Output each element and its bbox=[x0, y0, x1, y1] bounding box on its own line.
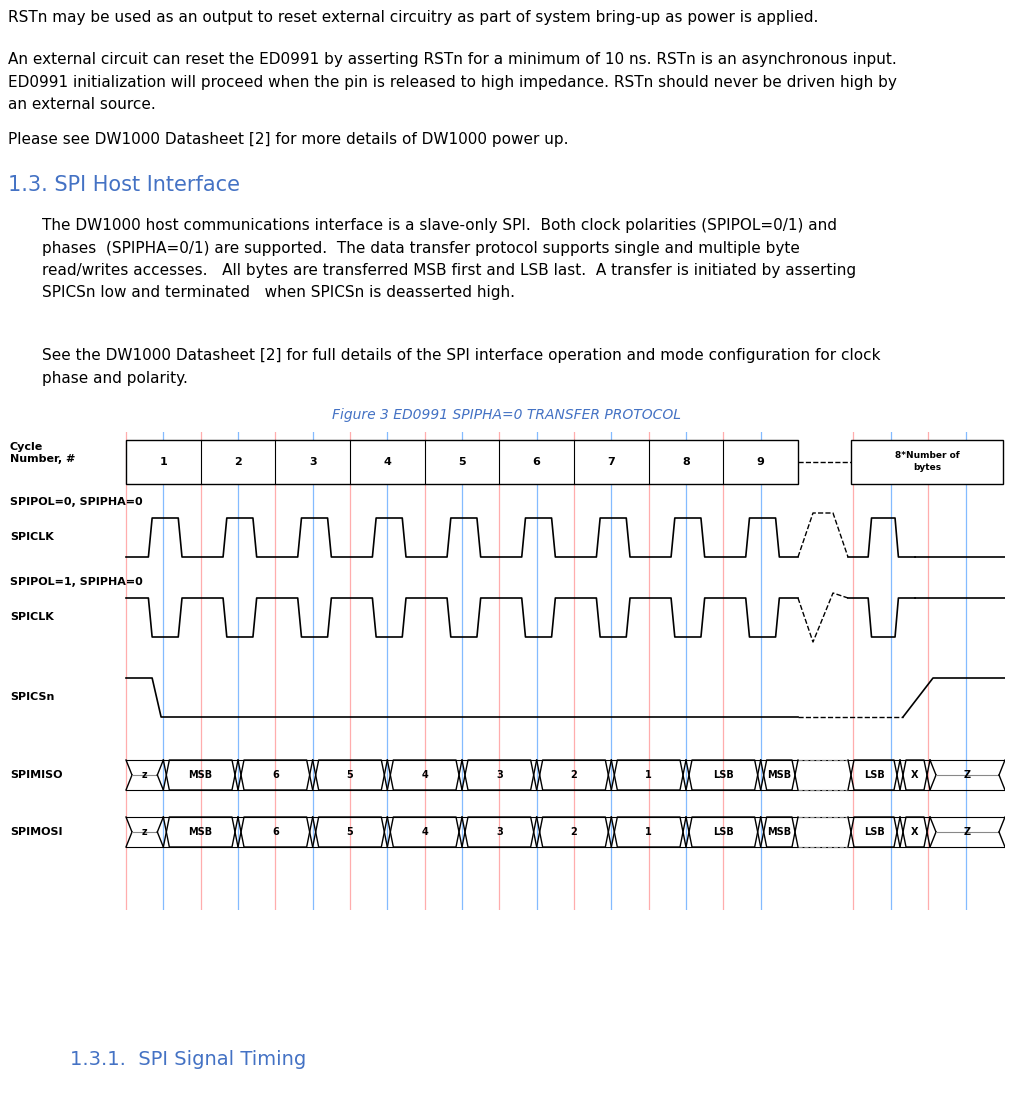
Text: SPIMOSI: SPIMOSI bbox=[10, 827, 63, 837]
Text: phases  (SPIPHA=0/1) are supported.  The data transfer protocol supports single : phases (SPIPHA=0/1) are supported. The d… bbox=[42, 241, 800, 255]
Text: z: z bbox=[142, 769, 148, 781]
Text: LSB: LSB bbox=[713, 827, 733, 837]
Text: SPICSn: SPICSn bbox=[10, 692, 55, 702]
Text: Z: Z bbox=[964, 827, 971, 837]
Text: MSB: MSB bbox=[767, 769, 791, 781]
Text: 8: 8 bbox=[682, 457, 690, 467]
Text: Z: Z bbox=[964, 769, 971, 781]
Text: SPIMISO: SPIMISO bbox=[10, 769, 63, 781]
Text: An external circuit can reset the ED0991 by asserting RSTn for a minimum of 10 n: An external circuit can reset the ED0991… bbox=[8, 52, 897, 67]
Text: 5: 5 bbox=[458, 457, 466, 467]
Text: 2: 2 bbox=[234, 457, 242, 467]
Text: phase and polarity.: phase and polarity. bbox=[42, 371, 187, 385]
Text: an external source.: an external source. bbox=[8, 97, 156, 112]
Text: SPICLK: SPICLK bbox=[10, 612, 54, 622]
Text: 9: 9 bbox=[757, 457, 765, 467]
Bar bbox=[126, 440, 798, 484]
Text: 3: 3 bbox=[496, 769, 502, 781]
Text: 2: 2 bbox=[570, 769, 577, 781]
Text: 3: 3 bbox=[496, 827, 502, 837]
Text: LSB: LSB bbox=[713, 769, 733, 781]
Text: 1.3.1.  SPI Signal Timing: 1.3.1. SPI Signal Timing bbox=[70, 1050, 306, 1069]
Text: 6: 6 bbox=[271, 769, 279, 781]
Text: RSTn may be used as an output to reset external circuitry as part of system brin: RSTn may be used as an output to reset e… bbox=[8, 10, 819, 25]
Text: See the DW1000 Datasheet [2] for full details of the SPI interface operation and: See the DW1000 Datasheet [2] for full de… bbox=[42, 348, 880, 363]
Text: 5: 5 bbox=[346, 769, 354, 781]
Text: The DW1000 host communications interface is a slave-only SPI.  Both clock polari: The DW1000 host communications interface… bbox=[42, 217, 837, 233]
Text: X: X bbox=[912, 769, 919, 781]
Text: 1: 1 bbox=[645, 769, 652, 781]
Text: Please see DW1000 Datasheet [2] for more details of DW1000 power up.: Please see DW1000 Datasheet [2] for more… bbox=[8, 132, 568, 147]
Text: MSB: MSB bbox=[188, 827, 213, 837]
Text: 6: 6 bbox=[533, 457, 541, 467]
Text: LSB: LSB bbox=[864, 827, 884, 837]
Text: 1.3. SPI Host Interface: 1.3. SPI Host Interface bbox=[8, 176, 240, 195]
Text: 3: 3 bbox=[309, 457, 316, 467]
Text: ED0991 initialization will proceed when the pin is released to high impedance. R: ED0991 initialization will proceed when … bbox=[8, 74, 897, 89]
Text: X: X bbox=[912, 827, 919, 837]
Text: MSB: MSB bbox=[188, 769, 213, 781]
Text: 8*Number of: 8*Number of bbox=[894, 452, 959, 460]
Text: 1: 1 bbox=[159, 457, 167, 467]
Text: Cycle: Cycle bbox=[10, 442, 44, 452]
Text: SPICSn low and terminated   when SPICSn is deasserted high.: SPICSn low and terminated when SPICSn is… bbox=[42, 286, 515, 300]
Text: 1: 1 bbox=[645, 827, 652, 837]
Text: 4: 4 bbox=[383, 457, 391, 467]
Text: 4: 4 bbox=[421, 769, 428, 781]
Text: MSB: MSB bbox=[767, 827, 791, 837]
Text: read/writes accesses.   All bytes are transferred MSB first and LSB last.  A tra: read/writes accesses. All bytes are tran… bbox=[42, 263, 856, 278]
Text: 7: 7 bbox=[608, 457, 615, 467]
Text: SPIPOL=1, SPIPHA=0: SPIPOL=1, SPIPHA=0 bbox=[10, 577, 143, 587]
Text: bytes: bytes bbox=[913, 464, 941, 473]
Text: 2: 2 bbox=[570, 827, 577, 837]
Text: z: z bbox=[142, 827, 148, 837]
Text: SPIPOL=0, SPIPHA=0: SPIPOL=0, SPIPHA=0 bbox=[10, 497, 143, 507]
Text: SPICLK: SPICLK bbox=[10, 532, 54, 542]
Text: 6: 6 bbox=[271, 827, 279, 837]
Text: LSB: LSB bbox=[864, 769, 884, 781]
Bar bbox=[851, 440, 1003, 484]
Text: 4: 4 bbox=[421, 827, 428, 837]
Text: Number, #: Number, # bbox=[10, 454, 75, 464]
Text: Figure 3 ED0991 SPIPHA=0 TRANSFER PROTOCOL: Figure 3 ED0991 SPIPHA=0 TRANSFER PROTOC… bbox=[332, 408, 681, 422]
Text: 5: 5 bbox=[346, 827, 354, 837]
